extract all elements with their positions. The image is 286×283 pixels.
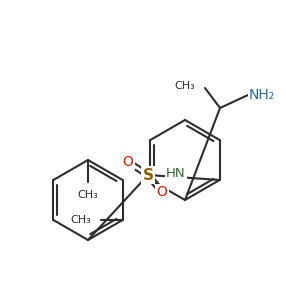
Text: CH₃: CH₃ <box>70 215 91 225</box>
Text: S: S <box>142 168 154 183</box>
Text: NH₂: NH₂ <box>249 88 275 102</box>
Text: O: O <box>156 185 167 199</box>
Text: HN: HN <box>166 167 186 180</box>
Text: CH₃: CH₃ <box>78 190 98 200</box>
Text: O: O <box>123 155 134 169</box>
Text: CH₃: CH₃ <box>174 81 195 91</box>
